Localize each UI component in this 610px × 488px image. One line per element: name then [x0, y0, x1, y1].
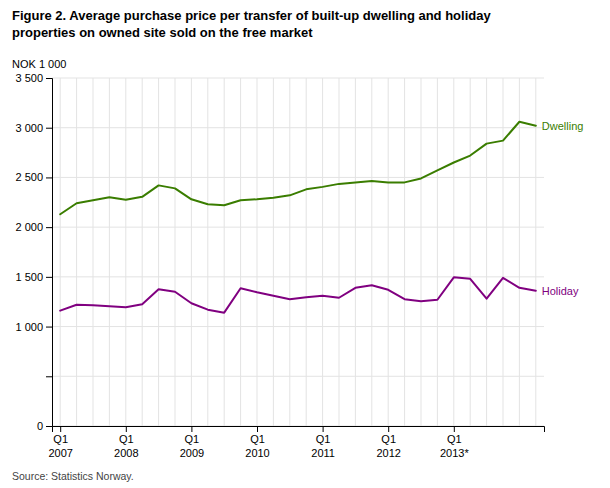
- grid-line-x: [339, 78, 340, 426]
- x-tick: Q12011: [311, 426, 335, 459]
- x-tick-label: Q12009: [180, 433, 204, 459]
- grid-line-x: [470, 78, 471, 426]
- x-tick: Q12008: [114, 426, 138, 459]
- y-tick: 3 500: [15, 72, 52, 84]
- grid-line-x: [125, 78, 126, 426]
- grid-line-x: [76, 78, 77, 426]
- chart: Figure 2. Average purchase price per tra…: [0, 0, 610, 488]
- grid-line-x: [257, 78, 258, 426]
- grid-line-x: [388, 78, 389, 426]
- x-tick-mark: [323, 426, 324, 432]
- y-tick: 2 000: [15, 221, 52, 233]
- grid-line-y: [52, 127, 544, 128]
- x-tick-mark: [257, 426, 258, 432]
- x-tick-label: Q12011: [311, 433, 335, 459]
- grid-line-x: [175, 78, 176, 426]
- series-line: [60, 277, 536, 312]
- y-tick-label: 2 500: [15, 171, 43, 183]
- title: Figure 2. Average purchase price per tra…: [12, 8, 491, 40]
- grid-line-x: [519, 78, 520, 426]
- x-tick: Q12009: [180, 426, 204, 459]
- grid-line-x: [109, 78, 110, 426]
- y-tick-label: 3 000: [15, 122, 43, 134]
- y-tick: 1 000: [15, 321, 52, 333]
- grid-line-x: [404, 78, 405, 426]
- y-tick-mark: [46, 177, 52, 178]
- grid-line-x: [60, 78, 61, 426]
- grid-line-x: [371, 78, 372, 426]
- series-label: Dwelling: [542, 120, 584, 132]
- x-tick-mark: [126, 426, 127, 432]
- grid-line-x: [503, 78, 504, 426]
- y-tick: 3 000: [15, 122, 52, 134]
- grid-line-x: [306, 78, 307, 426]
- grid: [52, 78, 544, 426]
- grid-line-x: [437, 78, 438, 426]
- y-tick-mark: [46, 327, 52, 328]
- y-tick-label: 2 000: [15, 221, 43, 233]
- x-tick-mark: [388, 426, 389, 432]
- series-labels: Dwelling Holiday: [542, 120, 584, 297]
- x-tick: Q12010: [245, 426, 269, 459]
- x-tick-mark: [454, 426, 455, 432]
- y-tick-mark: [46, 277, 52, 278]
- grid-line-x: [486, 78, 487, 426]
- grid-line-x: [207, 78, 208, 426]
- grid-line-x: [355, 78, 356, 426]
- grid-line-y: [52, 276, 544, 277]
- x-tick-label: Q12007: [48, 433, 72, 459]
- y-tick: 1 500: [15, 271, 52, 283]
- grid-line-y: [52, 177, 544, 178]
- grid-line-x: [224, 78, 225, 426]
- grid-line-y: [52, 376, 544, 377]
- grid-line-x: [322, 78, 323, 426]
- grid-line-x: [142, 78, 143, 426]
- y-axis: 0 1 000 1 500 2 000 2 500 3 000 3 500: [15, 72, 52, 432]
- grid-line-x: [453, 78, 454, 426]
- y-tick-label: 3 500: [15, 72, 43, 84]
- x-tick-label: Q12010: [245, 433, 269, 459]
- x-tick-label: Q12012: [376, 433, 400, 459]
- y-tick-label: 1 000: [15, 321, 43, 333]
- y-tick-mark: [46, 78, 52, 79]
- grid-line-x: [535, 78, 536, 426]
- x-axis: Q12007 Q12008 Q12009 Q12010 Q12011 Q12012 Q120…: [48, 426, 544, 459]
- grid-line-y: [52, 78, 544, 79]
- x-tick: Q12007: [48, 426, 72, 459]
- x-tick-mark: [60, 426, 61, 432]
- y-tick: 2 500: [15, 171, 52, 183]
- grid-line-x: [158, 78, 159, 426]
- x-tick: Q12013*: [440, 426, 469, 459]
- grid-line-y: [52, 227, 544, 228]
- grid-line-x: [421, 78, 422, 426]
- lines: [60, 122, 536, 313]
- grid-line-x: [191, 78, 192, 426]
- y-tick: [46, 376, 52, 377]
- grid-line-x: [93, 78, 94, 426]
- y-tick-mark: [46, 376, 52, 377]
- plot: Q12007 Q12008 Q12009 Q12010 Q12011 Q12012 Q120…: [12, 58, 583, 459]
- x-tick-label: Q12008: [114, 433, 138, 459]
- source: Source: Statistics Norway.: [12, 470, 134, 482]
- y-tick: 0: [37, 420, 52, 432]
- y-tick-label: 1 500: [15, 271, 43, 283]
- y-axis-label: NOK 1 000: [12, 58, 66, 70]
- series-label: Holiday: [542, 285, 579, 297]
- x-tick-label: Q12013*: [440, 433, 469, 459]
- grid-line-x: [273, 78, 274, 426]
- series-line: [60, 122, 536, 214]
- x-axis-line: [53, 427, 545, 433]
- y-tick-label: 0: [37, 420, 43, 432]
- y-tick-mark: [46, 128, 52, 129]
- y-tick-mark: [46, 426, 52, 427]
- grid-line-y: [52, 326, 544, 327]
- y-axis-line: [46, 79, 53, 427]
- grid-line-x: [289, 78, 290, 426]
- x-tick-mark: [191, 426, 192, 432]
- grid-line-x: [240, 78, 241, 426]
- y-tick-mark: [46, 227, 52, 228]
- x-tick: Q12012: [376, 426, 400, 459]
